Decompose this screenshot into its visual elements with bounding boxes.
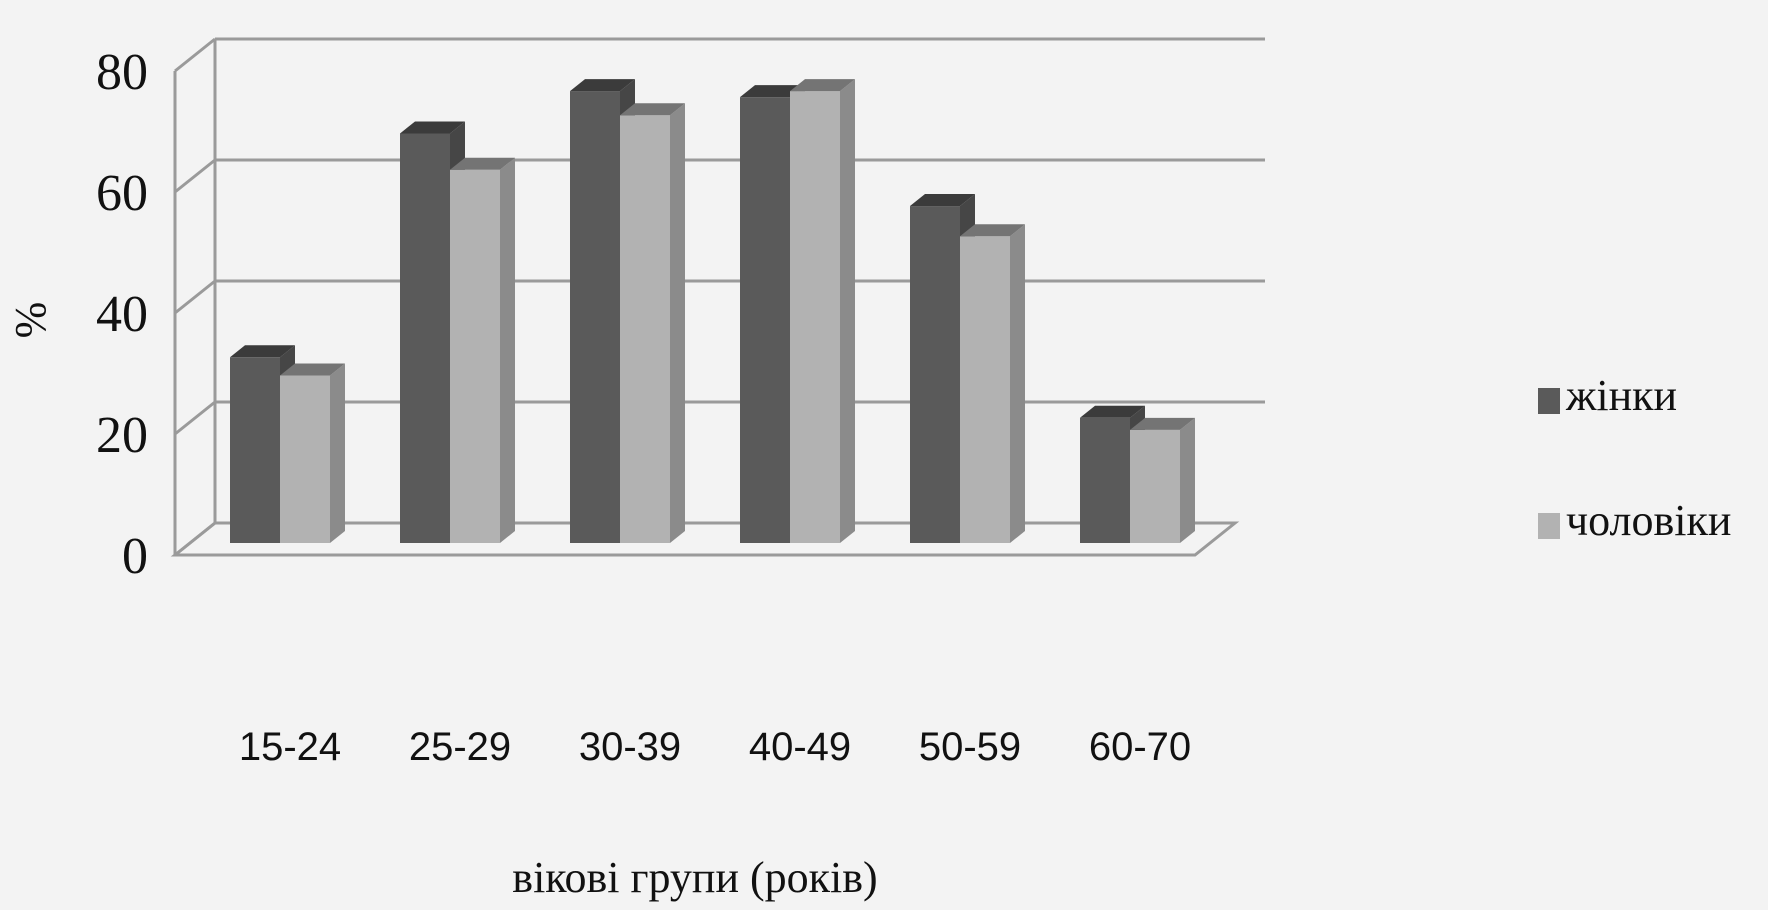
y-tick-label: 0 [122,528,148,585]
x-tick-label: 60-70 [1089,725,1191,769]
bar-top [450,157,515,170]
bar-side [500,157,515,543]
bar-front [740,97,790,544]
y-axis-title: % [6,302,55,339]
legend-label: чоловіки [1566,496,1731,545]
gridline-side [174,37,216,73]
gridline-side [174,158,216,194]
bar-top [620,103,685,116]
legend-item: чоловіки [1538,496,1731,545]
y-tick-label: 20 [96,407,148,464]
legend-swatch [1538,388,1560,414]
x-axis-ticks: 15-24 25-29 30-39 40-49 50-59 60-70 [239,725,1191,769]
bar-front [450,169,500,543]
gridline-side [174,521,216,557]
y-tick-label: 60 [96,165,148,222]
bar-top [1130,417,1195,430]
y-tick-label: 80 [96,44,148,101]
bar-front [790,91,840,543]
legend-swatch [1538,513,1560,539]
bar-top [960,224,1025,237]
bar-side [330,363,345,543]
bar [790,79,855,543]
bars [230,79,1195,544]
bar [450,157,515,543]
bar [960,224,1025,544]
bar-front [400,133,450,543]
y-tick-label: 40 [96,286,148,343]
gridline-side [174,400,216,436]
bar-front [1130,429,1180,543]
legend: жінки чоловіки [1538,371,1731,545]
bar-top [400,121,465,134]
bar [280,363,345,543]
legend-item: жінки [1538,371,1677,420]
bar-front [620,115,670,544]
bar-top [910,194,975,207]
bar-top [740,85,805,98]
bar-side [1010,224,1025,544]
bar-top [790,79,855,92]
x-axis-title: вікові групи (років) [512,853,877,902]
gridline-side [174,279,216,315]
x-tick-label: 50-59 [919,725,1021,769]
bar-top [570,79,635,92]
legend-label: жінки [1565,371,1677,420]
bar-front [570,91,620,543]
bar-top [1080,405,1145,418]
bar [1130,417,1195,543]
bar-top [280,363,345,376]
bar-top [230,345,295,358]
x-tick-label: 25-29 [409,725,511,769]
bar-side [840,79,855,543]
bar-front [280,375,330,543]
bar-side [1180,417,1195,543]
bar [620,103,685,544]
bar-front [910,206,960,544]
bar-front [1080,417,1130,543]
x-tick-label: 15-24 [239,725,341,769]
x-tick-label: 30-39 [579,725,681,769]
x-tick-label: 40-49 [749,725,851,769]
y-axis-ticks: 0 20 40 60 80 [96,44,148,585]
bar-front [960,236,1010,544]
bar-front [230,357,280,543]
bar-side [670,103,685,544]
